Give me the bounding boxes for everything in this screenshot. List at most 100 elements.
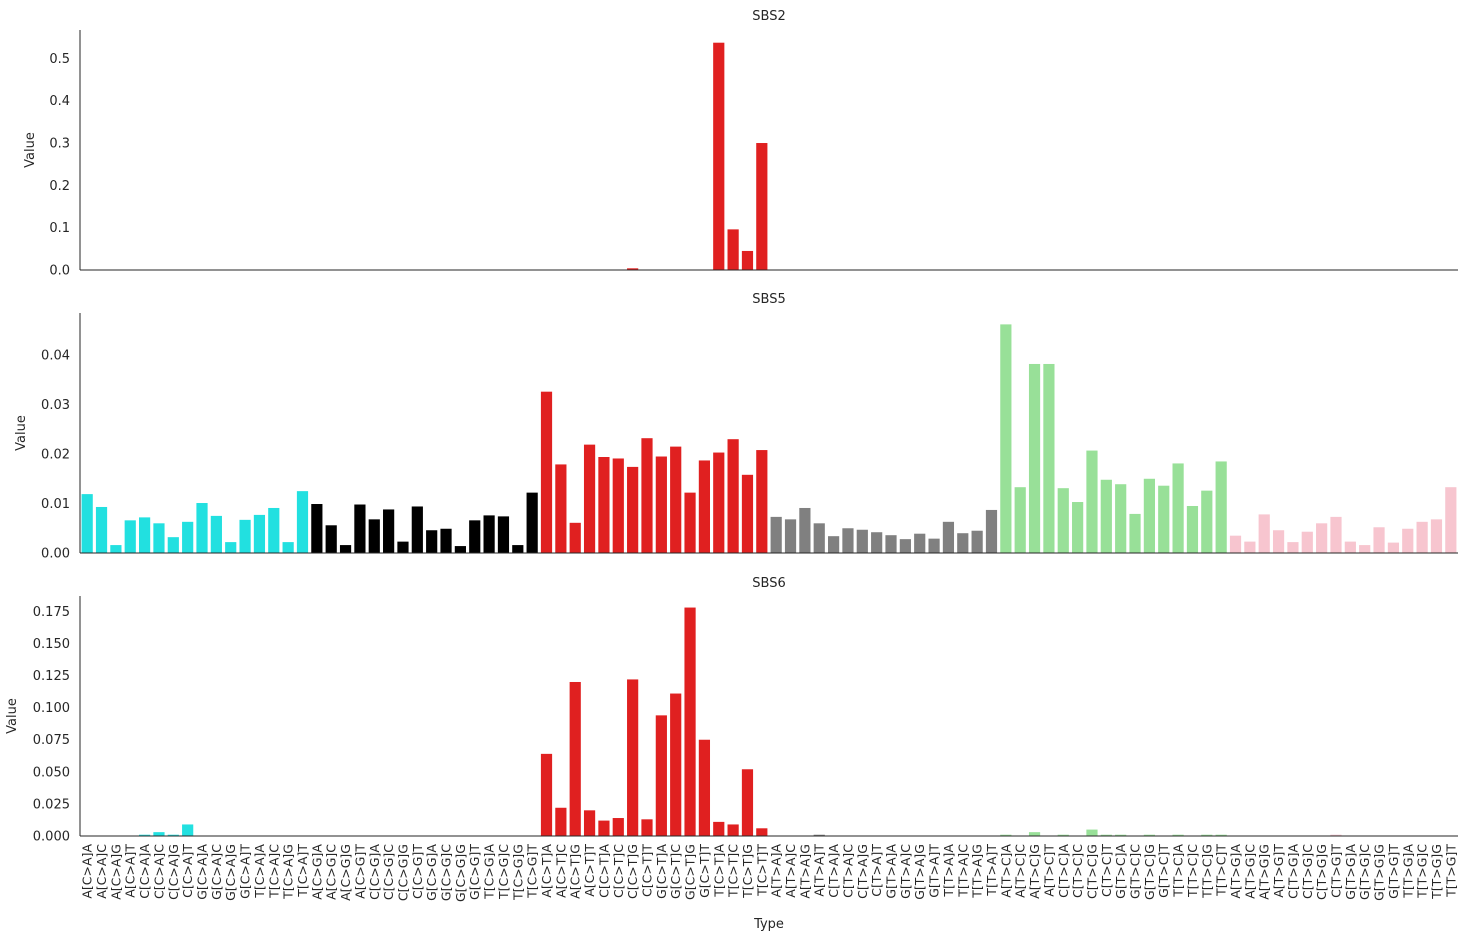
chart-bar xyxy=(569,522,581,553)
chart-bar xyxy=(727,229,739,270)
chart-bar xyxy=(1028,832,1041,836)
x-tick-label: T[T>C]T xyxy=(1214,844,1229,897)
x-tick-label: A[C>T]A xyxy=(539,844,554,898)
chart-bar xyxy=(1215,461,1227,553)
y-tick-label: 0.1 xyxy=(49,221,70,236)
x-tick-label: T[C>T]A xyxy=(711,844,726,898)
chart-bar xyxy=(813,834,825,836)
x-tick-label: G[T>G]C xyxy=(1357,844,1372,900)
chart-bar xyxy=(684,492,696,553)
x-tick-label: T[T>A]G xyxy=(970,844,985,899)
x-tick-label: T[C>G]A xyxy=(482,844,497,900)
x-tick-label: A[T>A]C xyxy=(783,844,798,898)
chart-bar xyxy=(1316,523,1328,553)
y-tick-label: 0.025 xyxy=(33,797,70,812)
chart-bar xyxy=(713,452,725,553)
chart-bar xyxy=(354,504,366,553)
x-tick-label: C[T>G]C xyxy=(1300,844,1315,899)
chart-bar xyxy=(698,739,711,836)
x-tick-label: A[T>A]G xyxy=(797,844,812,899)
chart-bar xyxy=(1272,530,1285,553)
chart-bar xyxy=(1387,542,1400,553)
chart-bar xyxy=(81,494,93,553)
x-tick-label: G[C>A]A xyxy=(195,844,210,900)
x-tick-label: A[C>A]G xyxy=(108,844,123,900)
chart-bar xyxy=(871,532,883,553)
chart-bar xyxy=(1172,834,1184,836)
chart-bar xyxy=(741,769,754,836)
chart-bar xyxy=(641,819,653,836)
chart-bar xyxy=(1143,834,1155,836)
x-tick-label: C[C>T]G xyxy=(625,844,640,899)
chart-bar xyxy=(1100,834,1112,836)
chart-bar xyxy=(583,444,596,553)
chart-bar xyxy=(1258,514,1270,553)
x-tick-label: A[T>C]A xyxy=(998,844,1013,898)
x-tick-label: G[C>A]T xyxy=(238,844,253,899)
x-tick-label: A[C>A]A xyxy=(80,844,95,899)
chart-bar xyxy=(842,528,854,553)
y-tick-label: 0.01 xyxy=(41,497,70,512)
chart-bar xyxy=(784,519,797,553)
chart-bar xyxy=(95,506,108,553)
chart-bar xyxy=(856,529,868,553)
x-tick-label: C[C>T]T xyxy=(639,844,654,897)
chart-bar xyxy=(555,464,567,553)
y-axis-label: Value xyxy=(14,415,29,451)
x-tick-label: G[T>A]C xyxy=(898,844,913,899)
x-tick-label: A[C>A]C xyxy=(94,844,109,899)
chart-bar xyxy=(1215,834,1227,836)
x-tick-label: A[C>T]C xyxy=(553,844,568,898)
chart-bar xyxy=(540,391,553,553)
chart-bar xyxy=(1416,521,1428,553)
chart-bar xyxy=(1330,834,1342,836)
x-tick-label: C[C>A]G xyxy=(166,844,181,900)
y-tick-label: 0.04 xyxy=(41,349,70,364)
x-tick-label: G[C>G]C xyxy=(439,844,454,901)
y-tick-label: 0.050 xyxy=(33,765,70,780)
chart-bar xyxy=(698,460,711,553)
chart-bar xyxy=(225,542,237,553)
chart-bar xyxy=(1057,834,1069,836)
x-tick-label: G[C>T]A xyxy=(654,844,669,899)
chart-bar xyxy=(325,525,337,553)
chart-bar xyxy=(627,679,639,836)
panel-title: SBS5 xyxy=(752,292,785,307)
x-tick-label: G[T>C]T xyxy=(1156,844,1171,898)
x-tick-label: T[C>T]G xyxy=(740,844,755,899)
x-tick-label: A[T>C]C xyxy=(1013,844,1028,898)
x-tick-label: C[T>A]G xyxy=(855,844,870,899)
chart-bar xyxy=(196,503,208,553)
chart-bar xyxy=(268,507,280,553)
x-tick-label: A[C>G]T xyxy=(352,844,367,899)
x-tick-label: C[C>G]G xyxy=(395,844,410,901)
x-tick-label: T[T>G]A xyxy=(1400,844,1415,899)
chart-bar xyxy=(311,504,323,553)
chart-bar xyxy=(741,474,754,553)
x-tick-label: C[C>A]C xyxy=(151,844,166,899)
y-tick-label: 0.00 xyxy=(41,547,70,562)
chart-bar xyxy=(526,492,538,553)
x-tick-label: T[T>C]G xyxy=(1199,844,1214,899)
x-tick-label: T[T>A]T xyxy=(984,844,999,897)
chart-bar xyxy=(1430,519,1443,553)
x-tick-label: C[C>T]C xyxy=(611,844,626,898)
chart-bar xyxy=(253,514,266,553)
chart-bar xyxy=(339,545,352,553)
chart-bar xyxy=(641,438,653,553)
x-tick-label: G[C>A]C xyxy=(209,844,224,900)
x-tick-label: A[T>G]G xyxy=(1257,844,1272,900)
chart-bar xyxy=(1373,527,1385,553)
chart-bar xyxy=(483,515,495,553)
y-tick-label: 0.150 xyxy=(33,637,70,652)
x-tick-label: G[C>G]A xyxy=(424,844,439,901)
x-tick-label: A[C>T]T xyxy=(582,844,597,897)
x-tick-label: C[C>A]T xyxy=(180,844,195,898)
chart-bar xyxy=(942,521,955,553)
chart-bar xyxy=(239,519,251,553)
x-tick-label: G[T>G]A xyxy=(1343,844,1358,900)
y-tick-label: 0.125 xyxy=(33,669,70,684)
x-tick-label: T[C>G]G xyxy=(510,844,525,901)
chart-bar xyxy=(1115,834,1127,836)
x-tick-label: G[T>C]G xyxy=(1142,844,1157,900)
